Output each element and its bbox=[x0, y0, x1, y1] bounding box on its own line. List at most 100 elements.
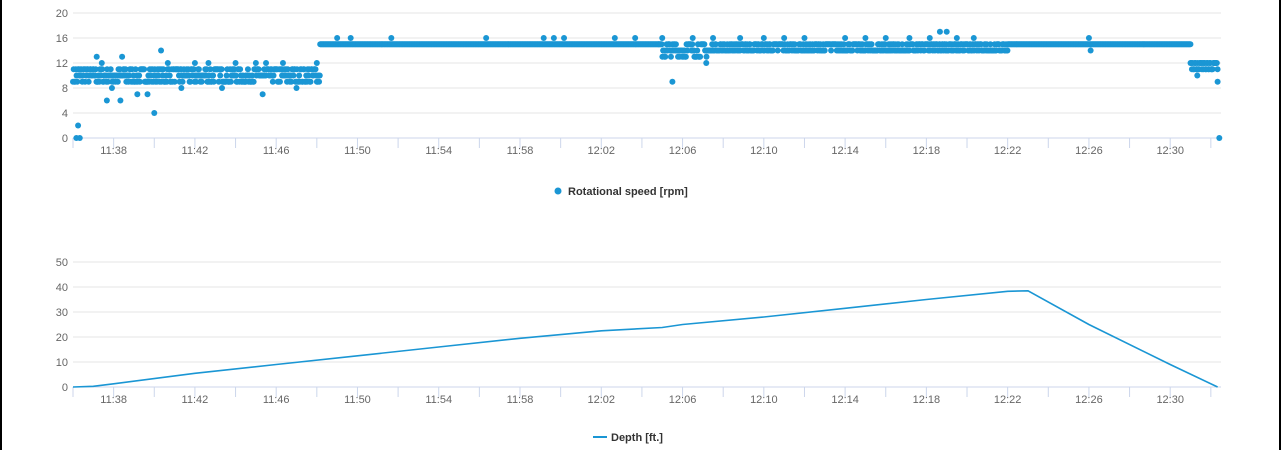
scatter-point bbox=[122, 66, 129, 73]
scatter-point bbox=[288, 78, 295, 85]
scatter-point bbox=[217, 72, 224, 79]
scatter-point bbox=[126, 72, 133, 79]
scatter-point bbox=[781, 35, 788, 41]
x-axis-2: 11:38 11:42 11:46 11:50 11:54 11:58 12:02 12:06… bbox=[72, 386, 1221, 406]
scatter-point bbox=[710, 35, 717, 41]
scatter-point bbox=[250, 78, 257, 85]
scatter-point bbox=[669, 78, 676, 85]
scatter-point bbox=[1087, 47, 1094, 54]
scatter-point bbox=[842, 35, 849, 41]
scatter-point bbox=[611, 35, 618, 41]
x-tick-label: 11:46 bbox=[263, 145, 290, 157]
scatter-point bbox=[821, 47, 828, 54]
scatter-point bbox=[290, 72, 297, 79]
scatter-point bbox=[85, 78, 92, 85]
scatter-point bbox=[659, 35, 666, 41]
x-tick-label: 12:06 bbox=[669, 145, 697, 157]
scatter-point bbox=[862, 35, 869, 41]
y-tick-label: 20 bbox=[56, 332, 68, 344]
scatter-point bbox=[936, 28, 943, 35]
scatter-point bbox=[961, 47, 968, 54]
x-axis-1: 11:38 11:42 11:46 11:50 11:54 11:58 12:02 12:06… bbox=[72, 137, 1221, 157]
scatter-point bbox=[198, 78, 205, 85]
scatter-point bbox=[263, 60, 270, 66]
scatter-point bbox=[227, 78, 234, 85]
legend-depth[interactable]: Depth [ft.] bbox=[593, 432, 663, 444]
scatter-point bbox=[483, 35, 490, 41]
y-tick-label: 40 bbox=[56, 282, 68, 294]
scatter-point bbox=[151, 110, 158, 116]
scatter-point bbox=[93, 53, 100, 60]
scatter-point bbox=[550, 35, 557, 41]
scatter-point bbox=[689, 41, 696, 48]
scatter-point bbox=[1213, 60, 1220, 66]
scatter-point bbox=[99, 66, 106, 73]
scatter-point bbox=[305, 72, 312, 79]
legend-marker-rotational-speed bbox=[554, 187, 562, 195]
legend-rotational-speed[interactable]: Rotational speed [rpm] bbox=[554, 186, 689, 198]
scatter-point bbox=[98, 60, 105, 66]
scatter-point bbox=[76, 135, 83, 141]
scatter-point bbox=[828, 47, 835, 54]
y-tick-label: 8 bbox=[62, 83, 68, 95]
x-tick-label: 11:42 bbox=[182, 394, 209, 406]
scatter-point bbox=[132, 66, 139, 73]
x-tick-label: 12:14 bbox=[831, 394, 859, 406]
scatter-point bbox=[232, 72, 239, 79]
scatter-point bbox=[737, 35, 744, 41]
scatter-point bbox=[210, 72, 217, 79]
scatter-point bbox=[1194, 72, 1201, 79]
scatter-point bbox=[141, 66, 148, 73]
scatter-point bbox=[684, 47, 691, 54]
scatter-point bbox=[801, 35, 808, 41]
scatter-point bbox=[171, 78, 178, 85]
scatter-point bbox=[270, 72, 277, 79]
scatter-point bbox=[293, 85, 300, 91]
scatter-point bbox=[191, 60, 198, 66]
scatter-point bbox=[882, 35, 889, 41]
scatter-point bbox=[694, 47, 701, 54]
scatter-point bbox=[255, 66, 262, 73]
scatter-point bbox=[269, 78, 276, 85]
scatter-point bbox=[1214, 66, 1221, 73]
x-tick-label: 12:10 bbox=[750, 145, 778, 157]
x-tick-label: 12:26 bbox=[1075, 145, 1103, 157]
x-tick-label: 11:58 bbox=[507, 394, 534, 406]
scatter-points bbox=[70, 28, 1223, 141]
scatter-point bbox=[313, 60, 320, 66]
scatter-point bbox=[840, 41, 847, 48]
scatter-point bbox=[672, 41, 679, 48]
x-tick-label: 12:06 bbox=[669, 394, 697, 406]
x-tick-label: 12:14 bbox=[831, 145, 859, 157]
scatter-point bbox=[921, 47, 928, 54]
scatter-point bbox=[953, 35, 960, 41]
x-tick-label: 12:18 bbox=[913, 145, 941, 157]
x-tick-label: 12:30 bbox=[1156, 394, 1184, 406]
scatter-point bbox=[1187, 41, 1194, 48]
scatter-point bbox=[279, 60, 286, 66]
scatter-point bbox=[207, 66, 214, 73]
scatter-point bbox=[103, 97, 110, 104]
x-tick-label: 11:42 bbox=[182, 145, 209, 157]
scatter-point bbox=[179, 78, 186, 85]
scatter-point bbox=[943, 28, 950, 35]
scatter-point bbox=[689, 35, 696, 41]
scatter-point bbox=[760, 35, 767, 41]
x-tick-label: 12:02 bbox=[588, 145, 616, 157]
legend-label-depth: Depth [ft.] bbox=[611, 432, 663, 444]
scatter-point bbox=[312, 66, 319, 73]
x-tick-label: 11:50 bbox=[344, 145, 371, 157]
scatter-point bbox=[114, 78, 121, 85]
scatter-point bbox=[703, 53, 710, 60]
scatter-point bbox=[926, 35, 933, 41]
scatter-point bbox=[906, 47, 913, 54]
scatter-point bbox=[307, 78, 314, 85]
scatter-point bbox=[252, 60, 259, 66]
scatter-point bbox=[107, 66, 114, 73]
scatter-point bbox=[334, 35, 341, 41]
x-tick-label: 11:54 bbox=[425, 145, 452, 157]
scatter-point bbox=[193, 78, 200, 85]
y-tick-label: 10 bbox=[56, 357, 68, 369]
scatter-point bbox=[195, 66, 202, 73]
scatter-point bbox=[791, 41, 798, 48]
